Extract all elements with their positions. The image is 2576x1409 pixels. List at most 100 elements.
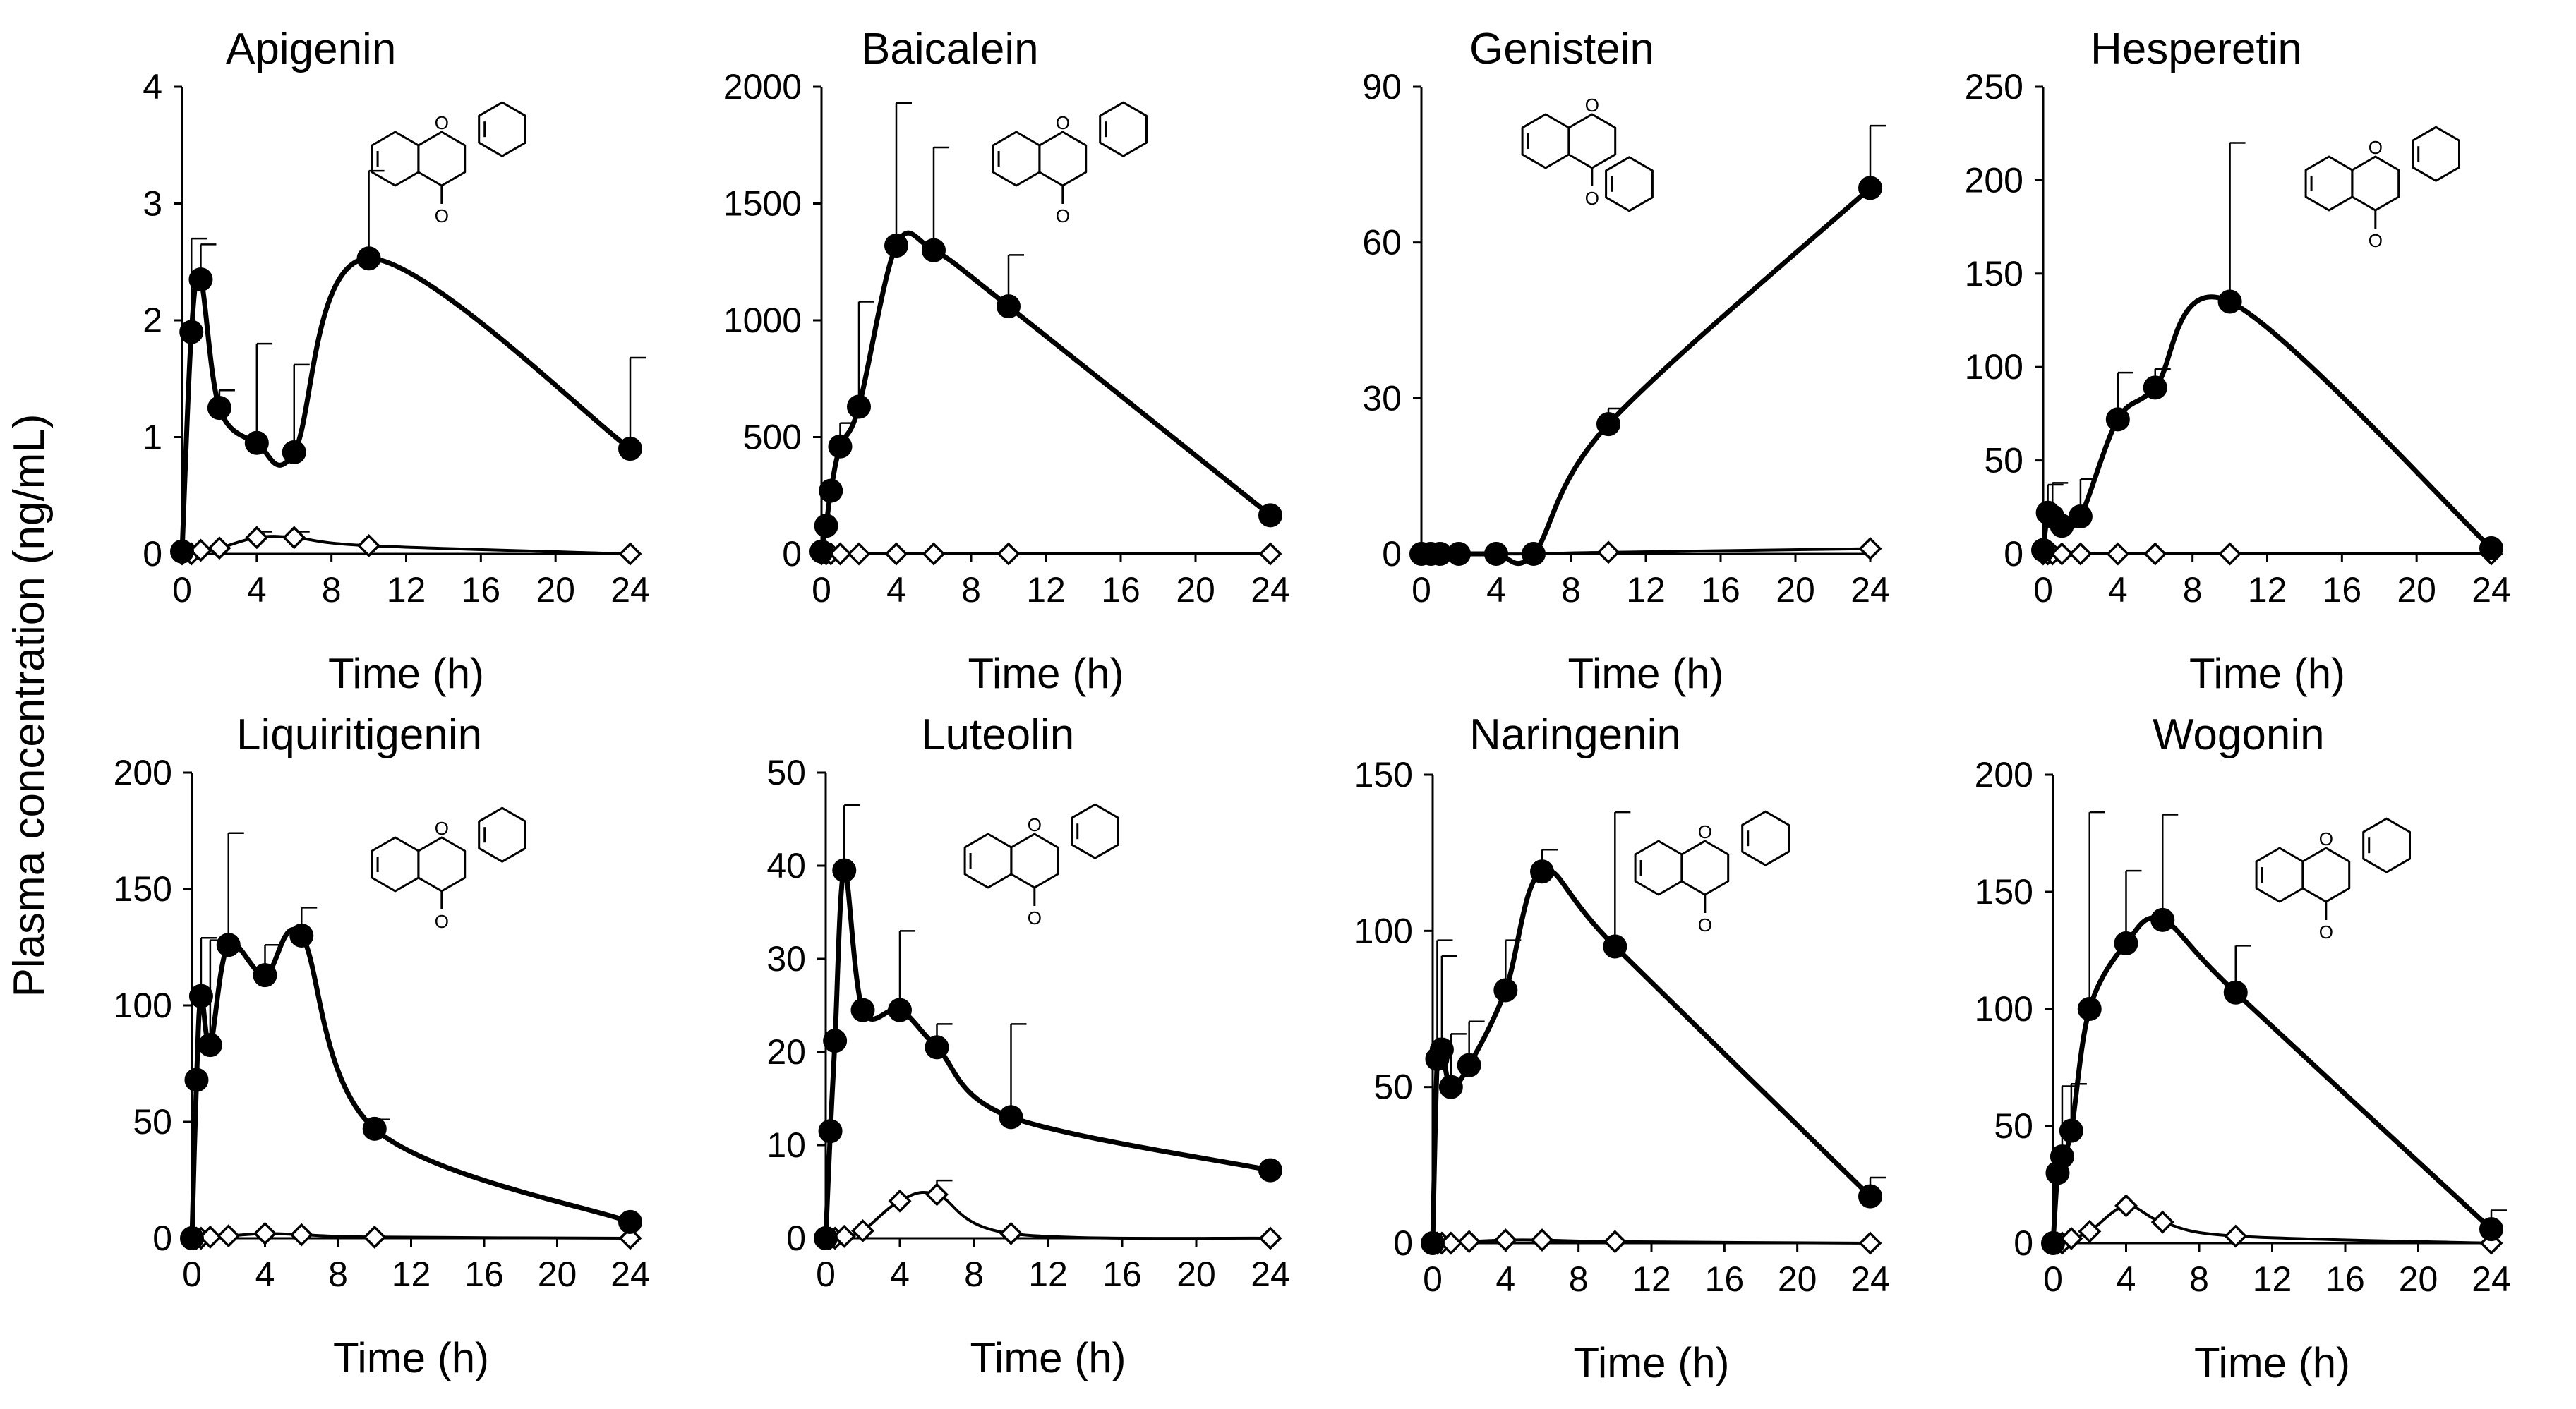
data-point xyxy=(2479,536,2503,561)
data-point xyxy=(884,542,908,566)
y-tick-label: 500 xyxy=(743,418,802,457)
data-point xyxy=(1596,412,1620,437)
x-tick-label: 4 xyxy=(1486,570,1506,610)
y-tick-label: 100 xyxy=(114,986,172,1025)
series-line xyxy=(179,255,633,555)
y-tick-label: 0 xyxy=(786,1218,806,1258)
svg-text:O: O xyxy=(2319,828,2333,849)
x-tick-label: 8 xyxy=(2189,1259,2209,1299)
x-tick-label: 8 xyxy=(964,1254,984,1294)
x-tick-label: 0 xyxy=(1423,1259,1443,1299)
y-tick-label: 150 xyxy=(114,869,172,909)
data-point xyxy=(819,478,843,503)
x-tick-label: 0 xyxy=(2033,570,2053,610)
x-tick-label: 0 xyxy=(812,570,831,610)
data-point xyxy=(2218,542,2242,566)
x-tick-label: 20 xyxy=(1176,1254,1216,1294)
y-tick-label: 100 xyxy=(1354,911,1413,950)
data-point xyxy=(188,538,212,562)
x-tick-label: 20 xyxy=(538,1254,577,1294)
data-point xyxy=(1858,1184,1882,1209)
data-point xyxy=(1429,1037,1454,1062)
series-line xyxy=(1430,868,1873,1246)
data-point xyxy=(362,1116,387,1141)
data-point xyxy=(2223,980,2248,1005)
data-point xyxy=(188,267,213,292)
x-axis-label: Time (h) xyxy=(1573,1339,1729,1386)
x-tick-label: 8 xyxy=(2183,570,2203,610)
x-tick-label: 8 xyxy=(322,570,342,610)
svg-text:O: O xyxy=(1028,814,1042,835)
y-tick-label: 50 xyxy=(766,753,806,792)
y-tick-label: 0 xyxy=(1393,1223,1413,1263)
data-point xyxy=(1493,978,1518,1003)
data-point xyxy=(282,526,306,550)
y-tick-label: 1000 xyxy=(723,301,802,340)
data-point xyxy=(1439,1231,1463,1255)
data-point xyxy=(244,430,269,455)
data-point xyxy=(2050,1144,2074,1169)
x-tick-label: 16 xyxy=(2323,570,2362,610)
x-tick-label: 8 xyxy=(1561,570,1581,610)
svg-text:O: O xyxy=(435,911,449,932)
chemical-structure-image: OO xyxy=(2304,126,2460,251)
data-point xyxy=(1858,537,1882,561)
chart-title: Baicalein xyxy=(861,25,1039,73)
x-tick-label: 12 xyxy=(1632,1259,1671,1299)
data-point xyxy=(2105,407,2130,432)
data-point xyxy=(2114,1194,2138,1218)
data-point xyxy=(850,998,875,1022)
chart-title: Wogonin xyxy=(2153,710,2325,759)
chart-title: Hesperetin xyxy=(2090,25,2302,73)
series-filled-circle xyxy=(809,102,1282,564)
x-axis-label: Time (h) xyxy=(968,650,1124,697)
x-tick-label: 4 xyxy=(890,1254,910,1294)
y-tick-label: 0 xyxy=(143,534,162,574)
y-tick-label: 150 xyxy=(1354,755,1413,794)
chemical-structure-image: OO xyxy=(1634,810,1790,936)
x-tick-label: 20 xyxy=(1176,570,1215,610)
svg-text:O: O xyxy=(435,205,449,226)
x-tick-label: 24 xyxy=(2472,570,2511,610)
data-point xyxy=(1258,503,1282,528)
data-point xyxy=(2069,542,2093,566)
y-tick-label: 50 xyxy=(1373,1068,1413,1107)
data-point xyxy=(1522,542,1546,566)
x-tick-label: 24 xyxy=(2472,1259,2511,1299)
x-tick-label: 4 xyxy=(886,570,906,610)
data-point xyxy=(847,394,871,419)
svg-text:O: O xyxy=(435,112,449,133)
data-point xyxy=(1447,542,1471,566)
data-point xyxy=(999,1221,1023,1245)
data-point xyxy=(188,984,213,1008)
svg-text:O: O xyxy=(1056,205,1070,226)
y-tick-label: 3 xyxy=(143,184,162,224)
series-line xyxy=(2053,1204,2492,1245)
data-point xyxy=(1858,1231,1882,1255)
svg-text:O: O xyxy=(1028,907,1042,929)
y-tick-label: 200 xyxy=(1965,160,2023,200)
chart-title: Genistein xyxy=(1469,25,1654,73)
x-tick-label: 4 xyxy=(2108,570,2128,610)
data-point xyxy=(847,542,871,566)
data-point xyxy=(888,998,912,1022)
data-point xyxy=(1457,1230,1481,1254)
data-point xyxy=(216,933,241,957)
data-point xyxy=(1421,1231,1445,1255)
series-open-diamond xyxy=(180,1221,642,1250)
data-point xyxy=(207,536,231,560)
data-point xyxy=(618,1209,642,1234)
data-point xyxy=(253,1221,277,1245)
svg-text:O: O xyxy=(1698,914,1712,936)
series-line xyxy=(2050,915,2494,1246)
data-point xyxy=(888,1189,912,1213)
x-tick-label: 24 xyxy=(1850,1259,1890,1299)
data-point xyxy=(2479,1217,2503,1242)
x-tick-label: 24 xyxy=(610,1254,650,1294)
y-tick-label: 2000 xyxy=(723,67,802,107)
x-tick-label: 12 xyxy=(2253,1259,2292,1299)
series-filled-circle xyxy=(2041,811,2507,1255)
y-tick-label: 90 xyxy=(1362,67,1402,107)
data-point xyxy=(922,238,946,262)
